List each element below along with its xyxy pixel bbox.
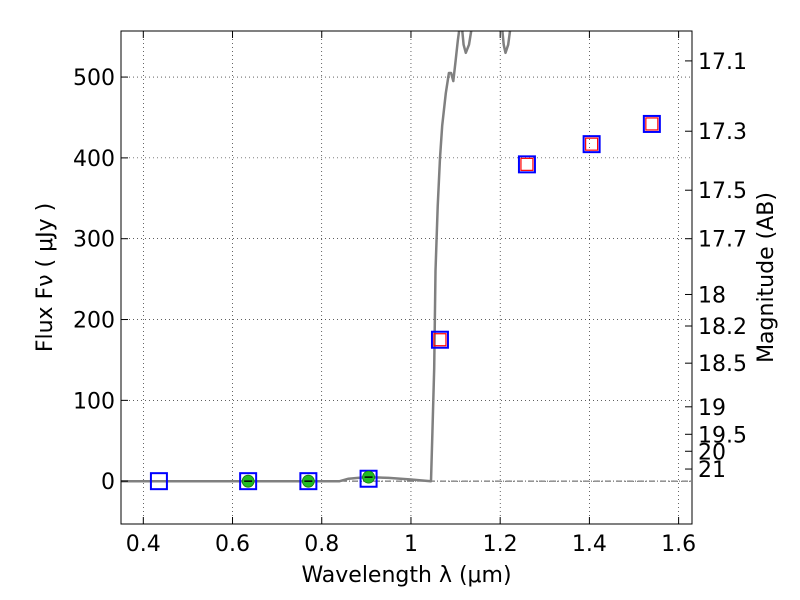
model-flux-box (433, 333, 447, 347)
observed-flux-box (239, 472, 258, 491)
model-flux-box (645, 117, 659, 131)
x-axis-label: Wavelength λ (μm) (301, 563, 511, 588)
right-tick-label: 18 (698, 283, 726, 308)
y-tick-label: 0 (101, 470, 115, 495)
right-tick-label: 17.7 (698, 228, 747, 253)
x-tick-label: 1.4 (572, 532, 607, 557)
right-tick-label: 17.3 (698, 120, 747, 145)
x-tick-label: 1 (404, 532, 418, 557)
model-flux-box (520, 157, 534, 171)
right-axis-label: Magnitude (AB) (754, 192, 779, 363)
observed-flux-box (642, 114, 661, 133)
grid-lines (121, 31, 692, 524)
right-tick-label: 17.1 (698, 50, 747, 75)
right-tick-label: 21 (698, 458, 726, 483)
axis-ticks: 0.4 0.6 0.8 1 1.2 1.4 1.6 0 100 200 300 400 500 17.1 1… (73, 31, 747, 557)
right-tick-label: 18.5 (698, 352, 747, 377)
right-tick-label: 19 (698, 396, 726, 421)
y-tick-label: 200 (73, 309, 115, 334)
observed-flux-box (517, 155, 536, 174)
right-tick-label: 18.2 (698, 315, 747, 340)
x-tick-label: 0.4 (126, 532, 161, 557)
right-tick-label: 19.5 (698, 423, 747, 448)
y-tick-label: 300 (73, 228, 115, 253)
right-tick-label: 17.5 (698, 179, 747, 204)
observed-flux-box (149, 472, 168, 491)
y-tick-label: 500 (73, 66, 115, 91)
x-tick-label: 1.2 (483, 532, 518, 557)
model-spectrum-line (461, 31, 473, 55)
observed-flux-box (299, 472, 318, 491)
x-tick-label: 1.6 (661, 532, 696, 557)
y-axis-label: Flux Fν ( μJy ) (33, 203, 58, 352)
y-tick-label: 100 (73, 389, 115, 414)
model-spectrum-line (121, 31, 461, 483)
y-tick-label: 400 (73, 147, 115, 172)
x-tick-label: 0.6 (215, 532, 250, 557)
model-spectrum-line (501, 31, 512, 55)
right-tick-label: 20 (698, 440, 726, 465)
model-flux-box (585, 137, 599, 151)
observed-flux-box (582, 135, 601, 154)
plot-area (121, 31, 661, 491)
x-tick-label: 0.8 (304, 532, 339, 557)
observed-flux-box (430, 330, 449, 349)
plot-frame (120, 30, 693, 525)
